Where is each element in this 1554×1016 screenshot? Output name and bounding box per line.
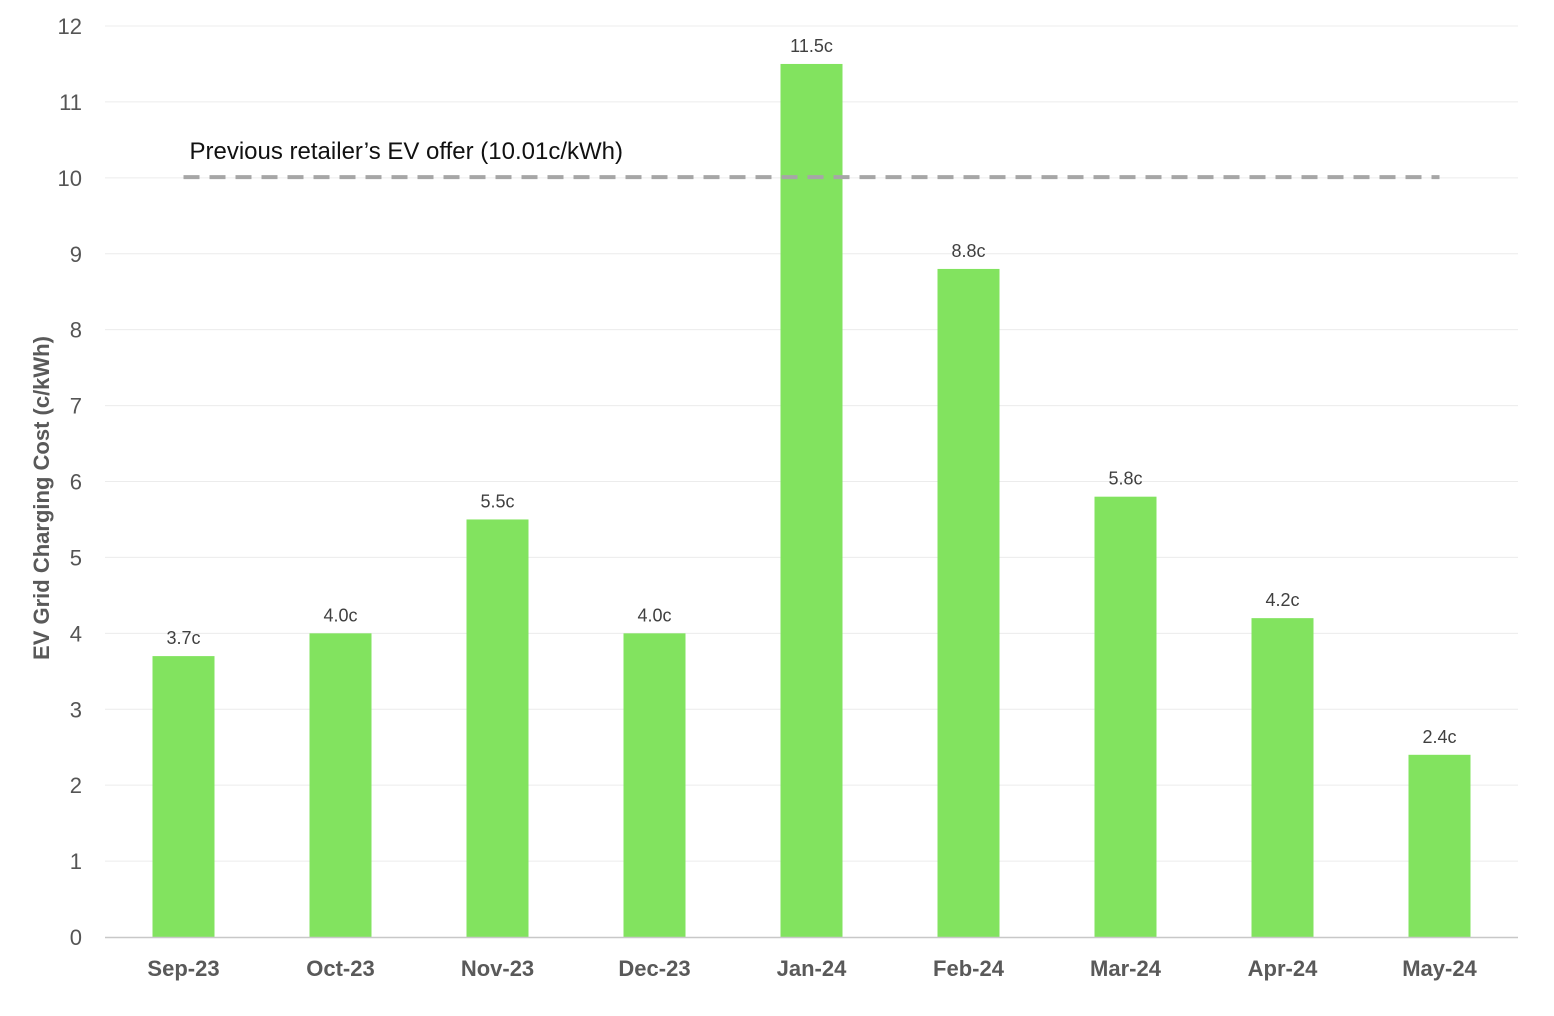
bar <box>1094 496 1157 937</box>
y-tick-label: 0 <box>70 925 82 950</box>
x-tick-label: Apr-24 <box>1248 956 1318 981</box>
bar <box>780 63 843 938</box>
bar <box>937 268 1000 937</box>
bar <box>1251 618 1314 937</box>
y-tick-label: 8 <box>70 318 82 343</box>
data-label: 5.5c <box>480 491 514 511</box>
x-tick-label: May-24 <box>1402 956 1477 981</box>
data-label: 2.4c <box>1422 727 1456 747</box>
y-tick-label: 11 <box>59 90 82 115</box>
y-tick-label: 5 <box>70 545 82 570</box>
y-tick-label: 4 <box>70 621 82 646</box>
x-tick-label: Sep-23 <box>147 956 219 981</box>
y-tick-label: 12 <box>58 14 82 39</box>
x-tick-label: Nov-23 <box>461 956 534 981</box>
y-tick-label: 10 <box>58 166 82 191</box>
x-tick-label: Mar-24 <box>1090 956 1162 981</box>
data-label: 4.0c <box>323 605 357 625</box>
bar <box>623 633 686 937</box>
data-label: 11.5c <box>790 36 833 56</box>
bar <box>1408 754 1471 937</box>
bar <box>152 656 215 937</box>
y-tick-label: 6 <box>70 470 82 495</box>
y-tick-label: 9 <box>70 242 82 267</box>
x-axis-ticks: Sep-23 Oct-23 Nov-23 Dec-23 Jan-24 Feb-24 Mar-… <box>147 956 1477 981</box>
bars <box>152 63 1471 938</box>
x-tick-label: Feb-24 <box>933 956 1005 981</box>
x-tick-label: Oct-23 <box>306 956 374 981</box>
data-label: 3.7c <box>166 628 200 648</box>
bar <box>309 633 372 937</box>
y-axis-label: EV Grid Charging Cost (c/kWh) <box>29 336 54 660</box>
data-labels: 3.7c 4.0c 5.5c 4.0c 11.5c 8.8c 5.8c 4.2c 2.4c <box>166 36 1456 747</box>
y-tick-label: 2 <box>70 773 82 798</box>
x-tick-label: Dec-23 <box>618 956 690 981</box>
y-tick-label: 3 <box>70 697 82 722</box>
reference-line-label: Previous retailer’s EV offer (10.01c/kWh… <box>190 138 624 165</box>
data-label: 4.2c <box>1265 590 1299 610</box>
data-label: 5.8c <box>1108 469 1142 489</box>
y-tick-label: 7 <box>70 394 82 419</box>
y-tick-label: 1 <box>70 849 82 874</box>
data-label: 8.8c <box>951 241 985 261</box>
x-tick-label: Jan-24 <box>777 956 847 981</box>
bar <box>466 519 529 937</box>
data-label: 4.0c <box>637 605 671 625</box>
